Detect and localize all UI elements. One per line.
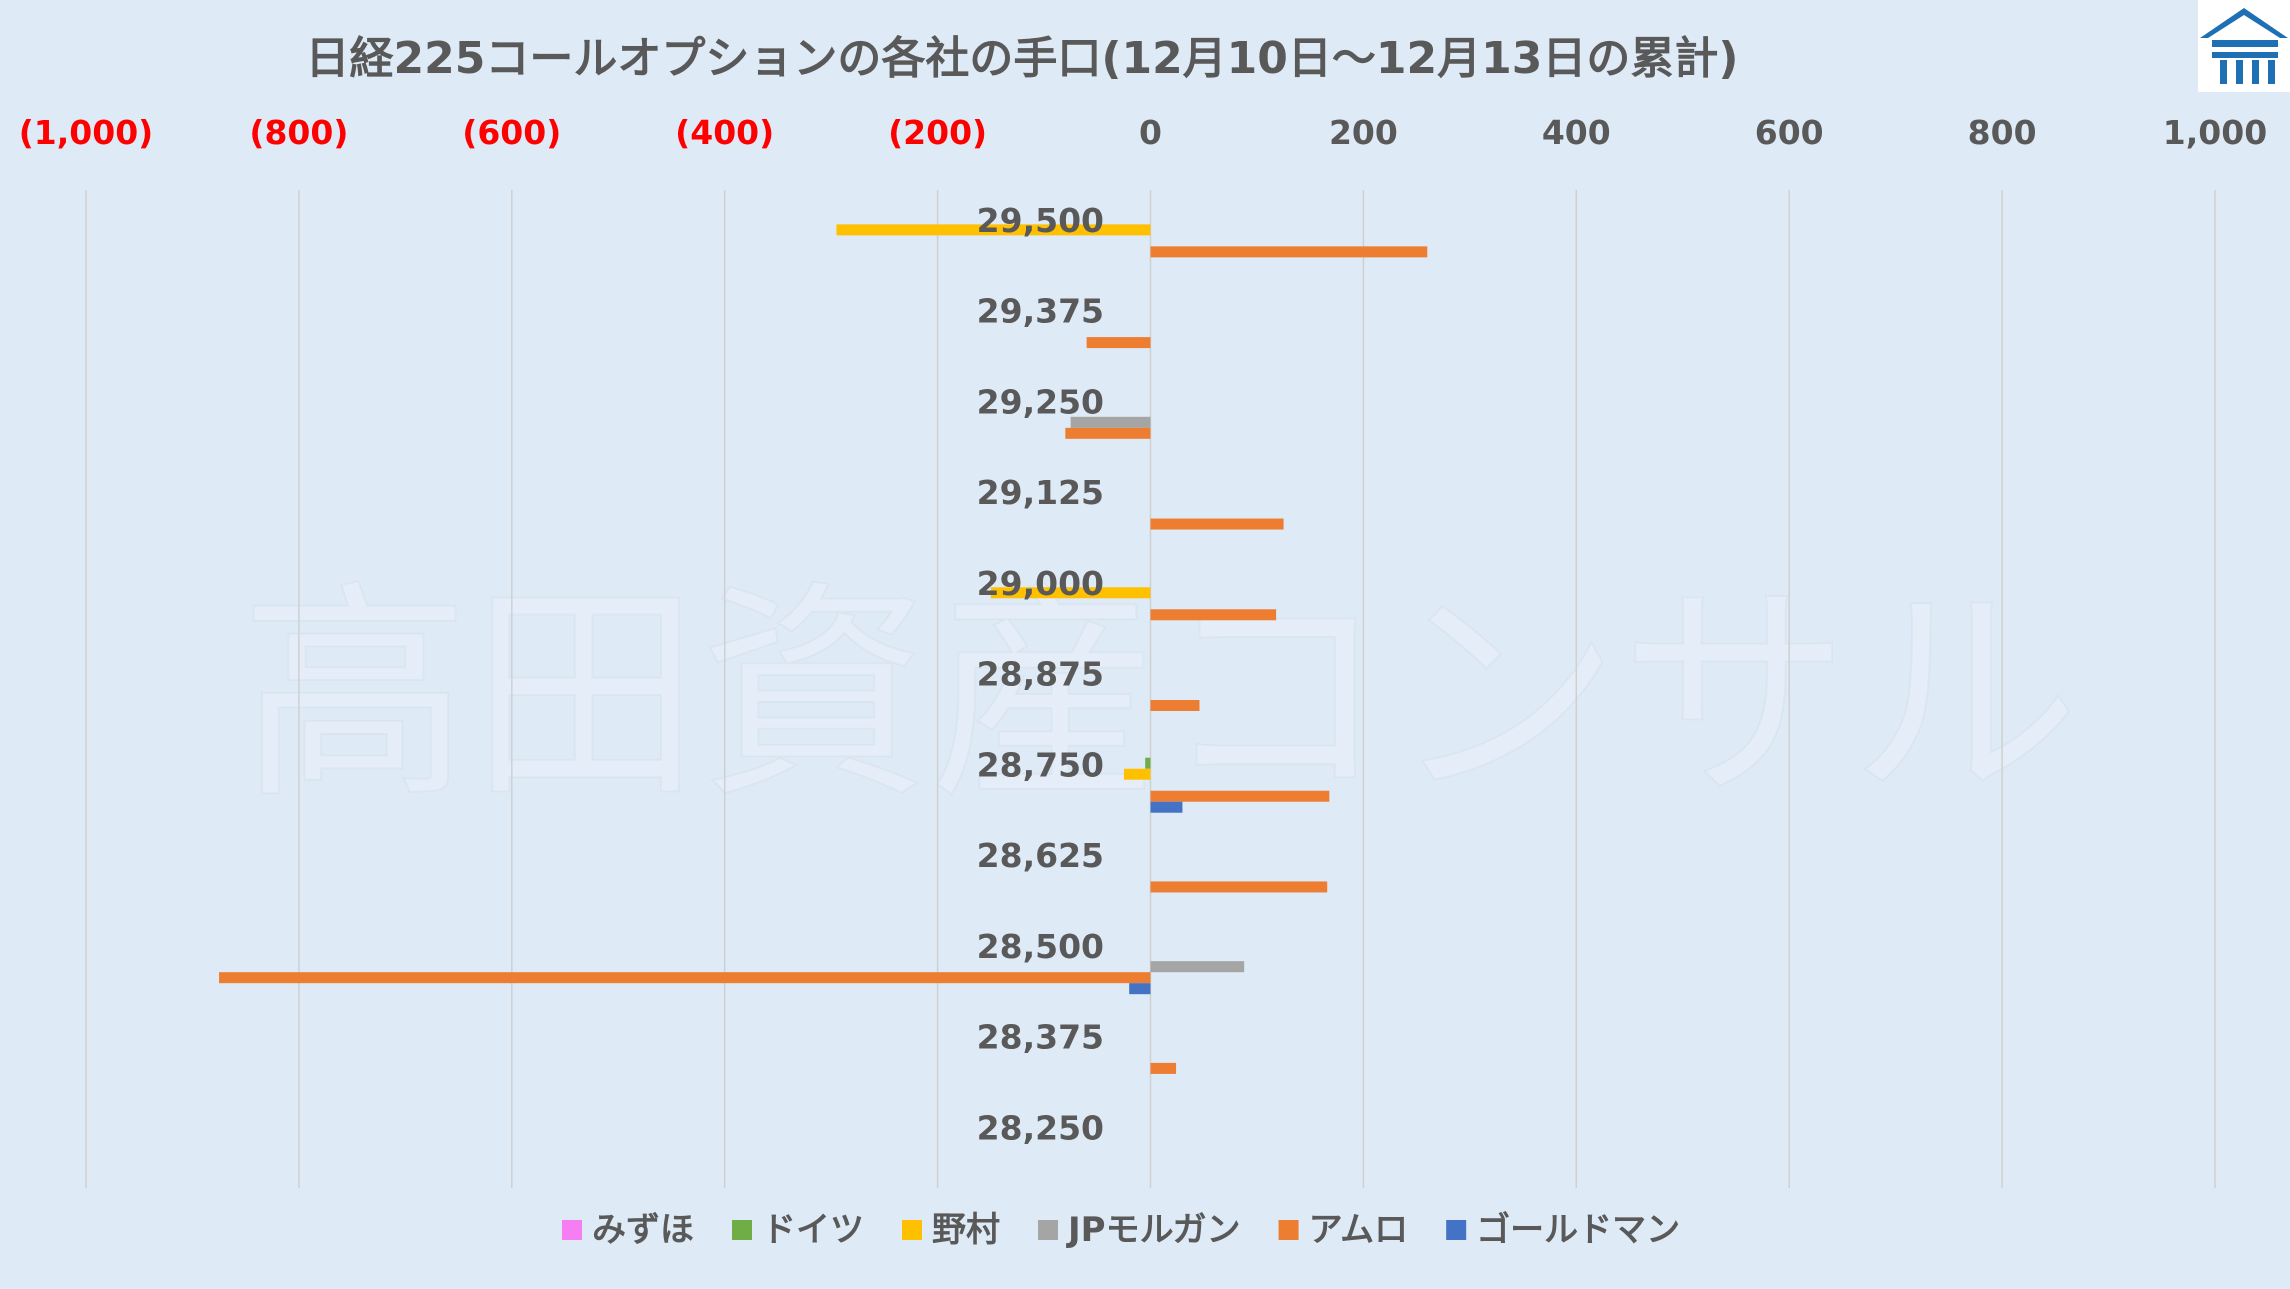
category-label: 29,500 (977, 201, 1104, 240)
legend-swatch (1038, 1220, 1058, 1240)
category-label: 29,125 (977, 473, 1104, 512)
bar-アムロ (1150, 790, 1330, 802)
bar-アムロ (1086, 337, 1151, 349)
bar-ゴールドマン (1129, 983, 1151, 995)
x-tick-label: (1,000) (19, 113, 154, 152)
chart-title: 日経225コールオプションの各社の手口(12月10日〜12月13日の累計) (306, 33, 1739, 84)
bar-ドイツ (1145, 757, 1151, 769)
x-tick-label: 0 (1139, 113, 1162, 152)
x-tick-label: (200) (888, 113, 987, 152)
bars (219, 224, 1428, 1074)
legend-label: JPモルガン (1066, 1210, 1241, 1250)
bar-アムロ (1150, 881, 1328, 893)
category-label: 28,625 (977, 836, 1104, 875)
legend-label: 野村 (932, 1210, 1000, 1250)
category-label: 28,250 (977, 1108, 1104, 1147)
category-label: 28,750 (977, 745, 1104, 784)
category-label: 29,000 (977, 564, 1104, 603)
house-logo-icon (2198, 0, 2290, 92)
legend-label: ゴールドマン (1476, 1210, 1680, 1250)
legend: みずほ ドイツ 野村 JPモルガン アムロ ゴールドマン (562, 1210, 1680, 1250)
x-tick-label: 200 (1329, 113, 1398, 152)
category-label: 29,375 (977, 292, 1104, 331)
bar-アムロ (1065, 427, 1151, 439)
x-tick-label: (400) (675, 113, 774, 152)
bar-アムロ (1150, 700, 1200, 711)
x-tick-label: (600) (462, 113, 561, 152)
bar-アムロ (219, 972, 1151, 984)
bar-野村 (836, 224, 1151, 236)
legend-swatch (1446, 1220, 1467, 1240)
x-tick-label: 400 (1542, 113, 1611, 152)
bar-野村 (1123, 768, 1151, 780)
gridlines (85, 190, 2216, 1188)
category-labels: 29,500 29,375 29,250 29,125 29,000 28,875 28,7… (977, 201, 1104, 1147)
legend-swatch (902, 1220, 922, 1240)
x-tick-label: (800) (249, 113, 348, 152)
legend-swatch (562, 1220, 582, 1240)
bar-アムロ (1150, 246, 1428, 258)
category-label: 28,500 (977, 927, 1104, 966)
category-label: 28,375 (977, 1018, 1104, 1057)
watermark-text: 高田資産コンサル (240, 563, 2080, 830)
x-tick-label: 600 (1755, 113, 1824, 152)
x-tick-labels: (1,000) (800) (600) (400) (200) 0 200 400 600 800… (19, 113, 2267, 152)
legend-label: アムロ (1309, 1210, 1409, 1250)
bar-アムロ (1150, 609, 1277, 621)
bar-野村 (990, 587, 1151, 599)
bar-ゴールドマン (1150, 801, 1183, 813)
legend-swatch (732, 1220, 752, 1240)
category-label: 29,250 (977, 382, 1104, 421)
bar-アムロ (1150, 518, 1284, 530)
legend-label: みずほ (592, 1210, 694, 1250)
x-tick-label: 800 (1968, 113, 2037, 152)
bar-アムロ (1150, 1062, 1177, 1074)
legend-swatch (1278, 1220, 1299, 1240)
bar-JPモルガン (1150, 961, 1245, 973)
x-tick-label: 1,000 (2163, 113, 2267, 152)
category-label: 28,875 (977, 655, 1104, 694)
bar-JPモルガン (1070, 416, 1151, 428)
legend-label: ドイツ (762, 1210, 864, 1250)
